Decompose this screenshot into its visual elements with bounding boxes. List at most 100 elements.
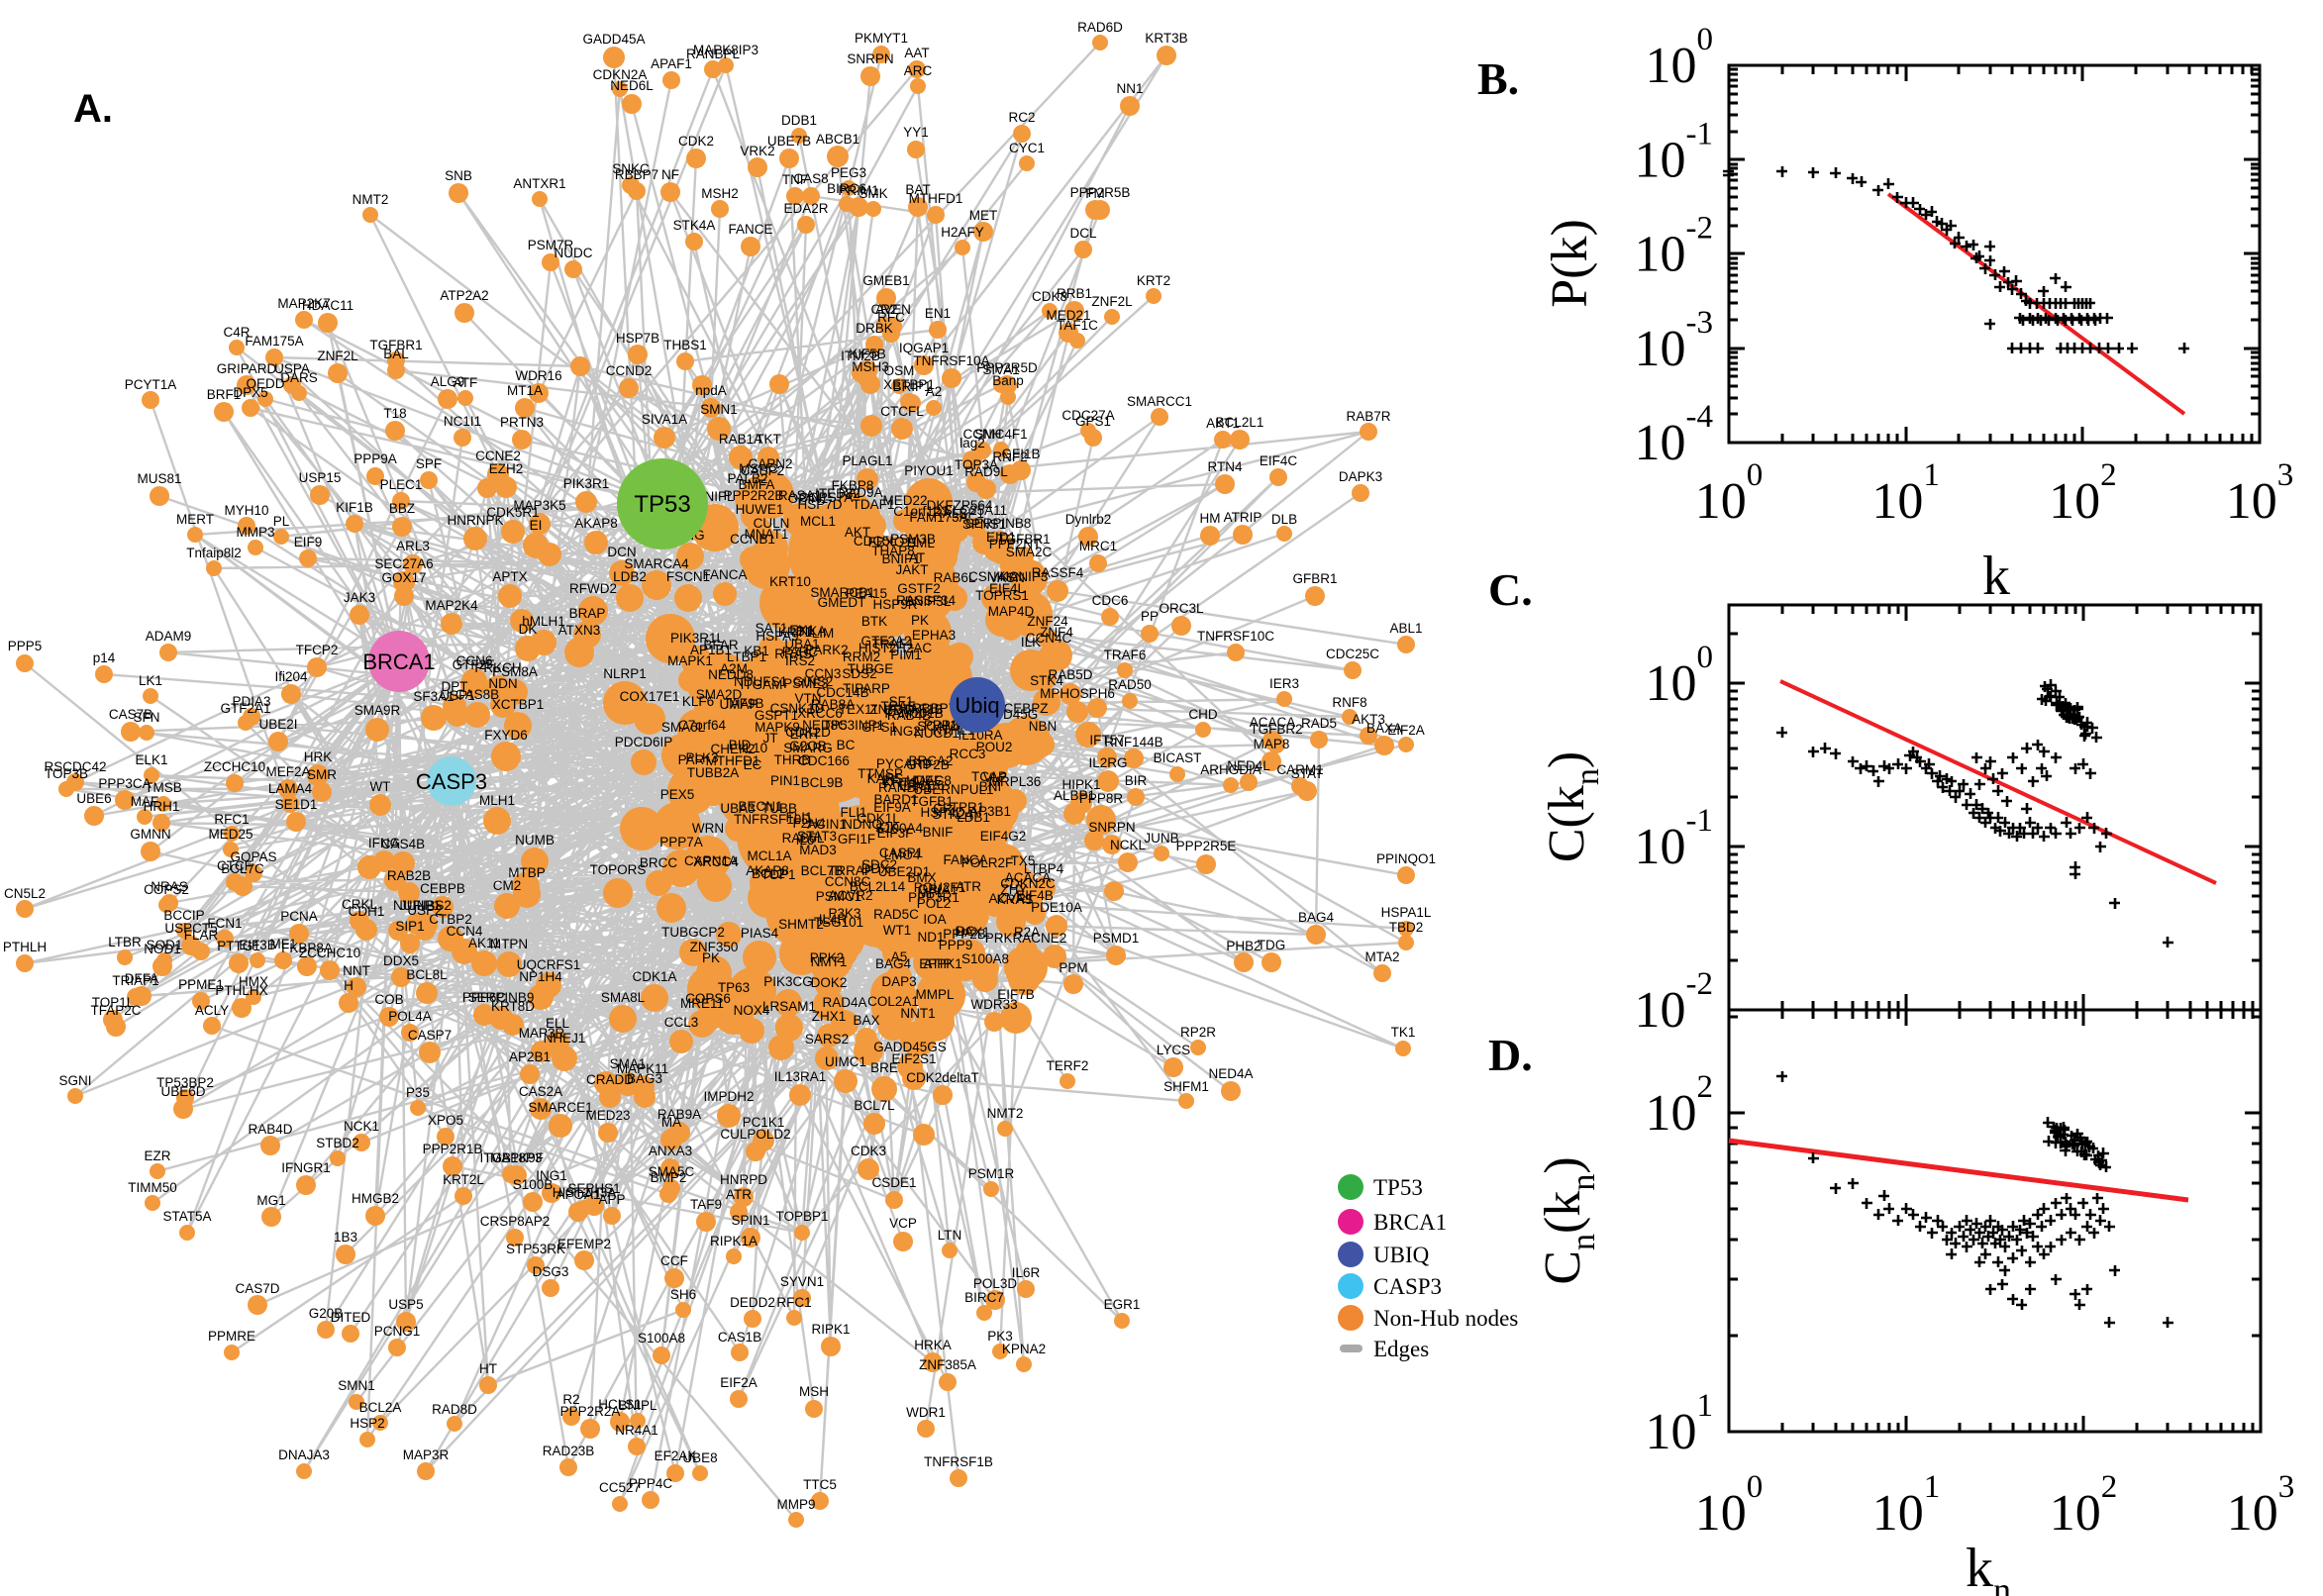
svg-text:TK1: TK1 <box>1391 1025 1416 1040</box>
svg-text:BICAST: BICAST <box>1154 750 1202 765</box>
svg-text:DEDD2: DEDD2 <box>730 1295 775 1310</box>
svg-text:ADAM9: ADAM9 <box>146 629 192 644</box>
svg-text:RNF144B: RNF144B <box>1104 735 1162 749</box>
svg-text:POU2: POU2 <box>976 740 1013 754</box>
svg-text:TOP3A: TOP3A <box>955 457 998 472</box>
svg-text:100: 100 <box>1646 22 1714 94</box>
svg-text:LDB1: LDB1 <box>957 810 990 825</box>
svg-text:TTC5: TTC5 <box>803 1477 837 1492</box>
svg-text:GPS1: GPS1 <box>861 720 897 735</box>
svg-text:AKAP8: AKAP8 <box>746 863 789 878</box>
svg-text:SMA2D: SMA2D <box>696 687 743 702</box>
svg-text:GPS1: GPS1 <box>1075 414 1111 429</box>
svg-text:RAD5: RAD5 <box>1301 716 1337 731</box>
svg-text:UBE8: UBE8 <box>682 1450 717 1465</box>
svg-text:FAM175A: FAM175A <box>245 334 303 349</box>
svg-text:USPCT5: USPCT5 <box>164 921 217 936</box>
svg-text:MUS81: MUS81 <box>137 471 181 486</box>
svg-text:GFBR1: GFBR1 <box>1292 571 1337 586</box>
svg-text:OK: OK <box>879 820 899 835</box>
svg-text:RFWD2: RFWD2 <box>569 581 617 596</box>
svg-text:APTX: APTX <box>492 569 527 584</box>
svg-text:GSTF2: GSTF2 <box>897 581 941 596</box>
svg-text:MNAT1: MNAT1 <box>745 527 789 542</box>
svg-text:SMA8L: SMA8L <box>601 990 646 1005</box>
svg-text:ITGB18P3: ITGB18P3 <box>479 1150 542 1165</box>
svg-text:PDIA3: PDIA3 <box>232 694 270 709</box>
svg-text:IL13RA1: IL13RA1 <box>774 1069 827 1084</box>
svg-text:STK4A: STK4A <box>673 218 716 233</box>
svg-text:PDCD6IP: PDCD6IP <box>615 735 673 749</box>
svg-text:HMX: HMX <box>239 974 268 989</box>
svg-text:MMPL: MMPL <box>915 987 954 1002</box>
svg-text:BCL7B: BCL7B <box>801 863 844 878</box>
svg-text:ZNF4: ZNF4 <box>1040 625 1073 640</box>
svg-text:PPP2R5B: PPP2R5B <box>1070 185 1131 200</box>
svg-text:TGFBR2: TGFBR2 <box>1250 722 1302 737</box>
svg-text:BRCA1: BRCA1 <box>362 649 435 674</box>
svg-text:AKAP8: AKAP8 <box>574 516 618 531</box>
svg-text:LTBP4: LTBP4 <box>1024 861 1064 876</box>
svg-text:ELK1: ELK1 <box>135 752 167 767</box>
svg-text:NHEJ1: NHEJ1 <box>544 1031 586 1046</box>
svg-text:CRSP8AP2: CRSP8AP2 <box>480 1214 551 1229</box>
svg-text:CR2: CR2 <box>870 302 897 317</box>
svg-text:PARK2: PARK2 <box>805 643 848 657</box>
svg-text:RNF2: RNF2 <box>992 449 1027 464</box>
svg-text:WT: WT <box>370 779 391 794</box>
svg-text:EDA2R: EDA2R <box>783 201 828 216</box>
svg-text:RFC1: RFC1 <box>214 812 249 827</box>
svg-text:EIF2S1: EIF2S1 <box>891 1051 936 1066</box>
svg-text:HDAC8: HDAC8 <box>906 773 952 788</box>
svg-text:CDC166: CDC166 <box>798 753 850 768</box>
svg-text:FANCE: FANCE <box>728 222 772 237</box>
svg-text:RAB2B: RAB2B <box>387 868 431 883</box>
svg-text:TRRAP: TRRAP <box>828 863 873 878</box>
svg-text:ITM2B: ITM2B <box>841 349 880 363</box>
svg-text:NLRP1: NLRP1 <box>603 666 647 681</box>
svg-text:HSP9R: HSP9R <box>872 597 917 612</box>
svg-text:CDKN2C: CDKN2C <box>1000 876 1056 891</box>
svg-text:TP53INP1: TP53INP1 <box>823 718 884 733</box>
svg-text:TSG101: TSG101 <box>814 915 863 930</box>
svg-text:IFNGR1: IFNGR1 <box>281 1160 331 1175</box>
svg-text:PCNA: PCNA <box>280 909 318 924</box>
svg-text:HRH1: HRH1 <box>144 799 180 814</box>
svg-text:CSNK1D: CSNK1D <box>770 701 825 716</box>
svg-text:MEF: MEF <box>914 773 943 788</box>
svg-text:RAD9L: RAD9L <box>964 464 1008 479</box>
svg-text:APP: APP <box>598 1192 625 1207</box>
svg-text:EZH2: EZH2 <box>489 461 524 476</box>
svg-text:NNT: NNT <box>343 963 370 978</box>
svg-text:THRB: THRB <box>774 752 811 767</box>
svg-text:ATF: ATF <box>454 375 478 390</box>
svg-text:PIK3CG: PIK3CG <box>763 974 813 989</box>
svg-text:SFN: SFN <box>134 710 160 725</box>
svg-text:USP15: USP15 <box>299 470 342 485</box>
svg-text:A5: A5 <box>891 949 908 964</box>
svg-text:SHFM1: SHFM1 <box>1163 1079 1209 1094</box>
svg-text:MAPK1: MAPK1 <box>667 653 713 668</box>
svg-text:G20B: G20B <box>309 1306 344 1321</box>
svg-text:MTPN: MTPN <box>490 937 528 951</box>
svg-text:MF1: MF1 <box>270 937 297 951</box>
svg-text:NBN: NBN <box>1029 719 1058 734</box>
svg-text:EF2AK: EF2AK <box>655 1448 697 1463</box>
svg-text:FKBP8A: FKBP8A <box>281 941 333 955</box>
svg-text:CCN4: CCN4 <box>447 924 483 939</box>
svg-text:EIF3F: EIF3F <box>877 826 914 841</box>
svg-text:TOP1L: TOP1L <box>92 995 135 1010</box>
svg-text:BRIP1: BRIP1 <box>892 379 931 394</box>
svg-text:GTF2B: GTF2B <box>906 757 950 772</box>
svg-text:PPK2: PPK2 <box>810 950 845 965</box>
svg-text:MAPK8IP3: MAPK8IP3 <box>693 43 758 57</box>
svg-text:RASSF4: RASSF4 <box>1032 565 1084 580</box>
svg-text:MRE11: MRE11 <box>680 996 724 1011</box>
svg-text:AAT: AAT <box>904 46 929 60</box>
svg-text:PPP2R1B: PPP2R1B <box>423 1142 483 1156</box>
svg-text:VTN: VTN <box>795 691 822 706</box>
svg-text:SERPINB9: SERPINB9 <box>468 990 535 1005</box>
svg-text:102: 102 <box>1646 1069 1714 1142</box>
svg-text:HIPK1: HIPK1 <box>1061 777 1100 792</box>
svg-text:IL6: IL6 <box>796 833 815 848</box>
